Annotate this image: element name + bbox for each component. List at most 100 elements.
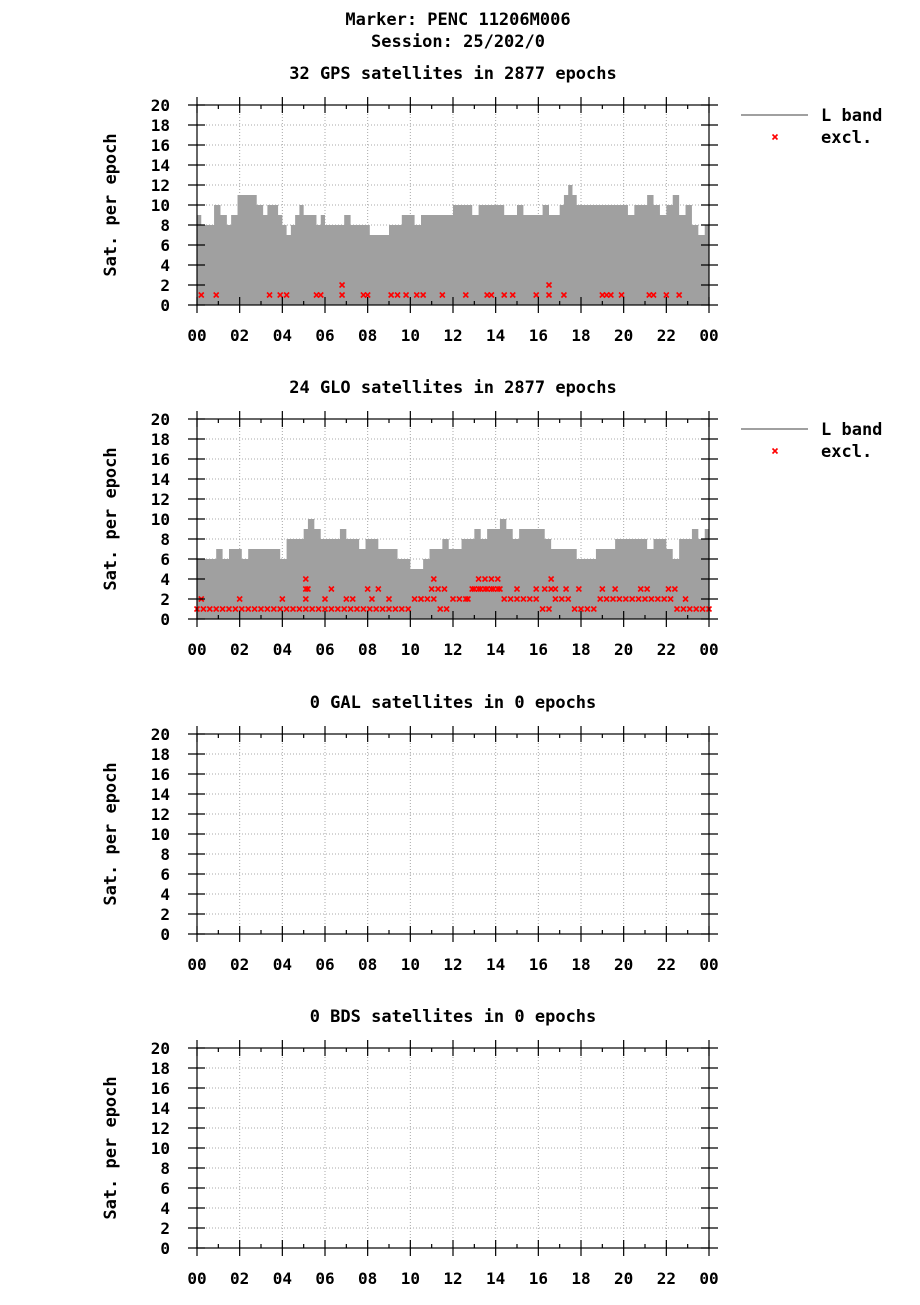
x-tick-label: 16 bbox=[529, 1269, 548, 1288]
x-tick-label: 14 bbox=[486, 326, 505, 345]
x-tick-label: 00 bbox=[699, 326, 718, 345]
excluded-marker bbox=[533, 595, 540, 603]
x-tick-label: 22 bbox=[657, 1269, 676, 1288]
x-tick-label: 10 bbox=[401, 955, 420, 974]
y-tick-label: 14 bbox=[151, 1099, 170, 1118]
excluded-marker bbox=[654, 595, 661, 603]
excluded-marker bbox=[277, 605, 284, 613]
x-tick-label: 00 bbox=[187, 640, 206, 659]
excluded-marker bbox=[441, 585, 448, 593]
excluded-marker bbox=[644, 585, 651, 593]
excluded-marker bbox=[584, 605, 591, 613]
excluded-marker bbox=[618, 291, 625, 299]
x-tick-label: 02 bbox=[230, 640, 249, 659]
excluded-marker bbox=[302, 575, 309, 583]
excluded-marker bbox=[364, 291, 371, 299]
excluded-marker bbox=[501, 291, 508, 299]
y-tick-label: 18 bbox=[151, 745, 170, 764]
x-tick-label: 20 bbox=[614, 326, 633, 345]
excluded-marker bbox=[533, 585, 540, 593]
excluded-marker bbox=[637, 585, 644, 593]
excluded-marker bbox=[464, 595, 471, 603]
x-tick-label: 04 bbox=[273, 640, 292, 659]
excluded-marker bbox=[339, 281, 346, 289]
y-tick-label: 4 bbox=[160, 885, 170, 904]
excluded-marker bbox=[488, 291, 495, 299]
excluded-marker bbox=[475, 575, 482, 583]
excluded-marker bbox=[236, 595, 243, 603]
y-tick-label: 20 bbox=[151, 725, 170, 744]
excluded-marker bbox=[213, 605, 220, 613]
y-tick-label: 10 bbox=[151, 196, 170, 215]
y-tick-label: 8 bbox=[160, 845, 170, 864]
excluded-marker bbox=[245, 605, 252, 613]
excluded-marker bbox=[341, 605, 348, 613]
y-tick-label: 2 bbox=[160, 590, 170, 609]
excluded-marker bbox=[270, 605, 277, 613]
excluded-marker bbox=[682, 595, 689, 603]
y-tick-label: 16 bbox=[151, 450, 170, 469]
excluded-marker bbox=[560, 291, 567, 299]
excluded-marker bbox=[379, 605, 386, 613]
excluded-marker bbox=[277, 291, 284, 299]
excluded-marker bbox=[477, 585, 484, 593]
excluded-marker bbox=[368, 595, 375, 603]
x-tick-label: 10 bbox=[401, 326, 420, 345]
excluded-marker bbox=[571, 605, 578, 613]
excluded-marker bbox=[507, 595, 514, 603]
x-tick-label: 12 bbox=[443, 640, 462, 659]
excluded-marker bbox=[339, 291, 346, 299]
legend-marker-swatch bbox=[771, 133, 779, 141]
y-tick-label: 16 bbox=[151, 1079, 170, 1098]
y-tick-label: 18 bbox=[151, 430, 170, 449]
excluded-marker bbox=[373, 605, 380, 613]
excluded-marker bbox=[360, 605, 367, 613]
y-tick-label: 4 bbox=[160, 1199, 170, 1218]
x-tick-label: 06 bbox=[315, 326, 334, 345]
legend-marker-swatch bbox=[771, 447, 779, 455]
excluded-marker bbox=[558, 595, 565, 603]
y-tick-label: 0 bbox=[160, 296, 170, 315]
x-tick-label: 04 bbox=[273, 955, 292, 974]
x-tick-label: 02 bbox=[230, 326, 249, 345]
excluded-marker bbox=[366, 605, 373, 613]
y-tick-label: 10 bbox=[151, 510, 170, 529]
x-tick-label: 02 bbox=[230, 955, 249, 974]
x-tick-label: 00 bbox=[699, 955, 718, 974]
x-tick-label: 08 bbox=[358, 640, 377, 659]
y-tick-label: 2 bbox=[160, 276, 170, 295]
y-tick-label: 8 bbox=[160, 530, 170, 549]
excluded-marker bbox=[385, 605, 393, 613]
excluded-marker bbox=[232, 605, 239, 613]
excluded-marker bbox=[496, 585, 503, 593]
excluded-marker bbox=[238, 605, 245, 613]
excluded-marker bbox=[680, 605, 687, 613]
x-tick-label: 00 bbox=[187, 955, 206, 974]
excluded-marker bbox=[413, 291, 420, 299]
x-tick-label: 20 bbox=[614, 1269, 633, 1288]
y-tick-label: 16 bbox=[151, 136, 170, 155]
y-tick-label: 20 bbox=[151, 96, 170, 115]
x-tick-label: 16 bbox=[529, 640, 548, 659]
excluded-marker bbox=[403, 291, 410, 299]
legend-label: L band bbox=[821, 420, 882, 440]
excluded-marker bbox=[599, 585, 606, 593]
excluded-marker bbox=[347, 605, 354, 613]
excluded-marker bbox=[488, 575, 495, 583]
x-tick-label: 02 bbox=[230, 1269, 249, 1288]
excluded-marker bbox=[328, 605, 335, 613]
y-tick-label: 6 bbox=[160, 1179, 170, 1198]
chart-title: 0 GAL satellites in 0 epochs bbox=[310, 693, 597, 713]
y-tick-label: 8 bbox=[160, 1159, 170, 1178]
excluded-marker bbox=[385, 595, 393, 603]
excluded-marker bbox=[533, 291, 540, 299]
excluded-marker bbox=[575, 585, 582, 593]
y-tick-label: 12 bbox=[151, 490, 170, 509]
excluded-marker bbox=[607, 291, 614, 299]
excluded-marker bbox=[343, 595, 350, 603]
y-tick-label: 6 bbox=[160, 236, 170, 255]
excluded-marker bbox=[648, 595, 655, 603]
y-tick-label: 14 bbox=[151, 470, 170, 489]
excluded-marker bbox=[552, 595, 559, 603]
excluded-marker bbox=[206, 605, 213, 613]
